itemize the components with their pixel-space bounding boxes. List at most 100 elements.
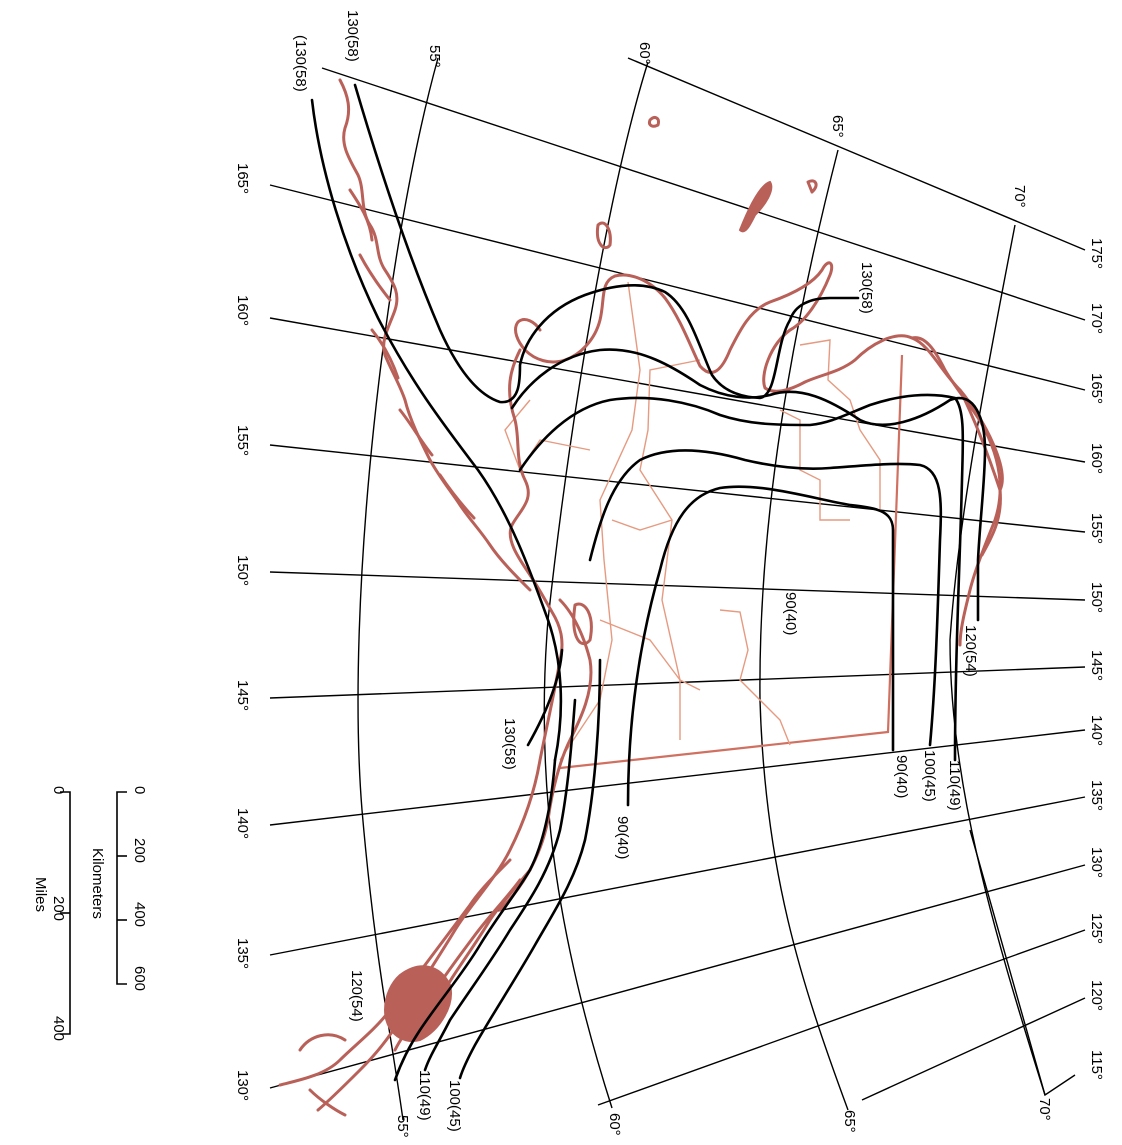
lon-label-left-135: 135°	[234, 938, 251, 969]
isotach-label-south-120: 120(54)	[348, 970, 365, 1022]
lat-label-top-65: 65°	[829, 115, 846, 138]
lon-label-right-170: 170°	[1088, 303, 1105, 334]
scale-mi-400: 400	[50, 1016, 67, 1041]
meridian-125	[597, 929, 1086, 1106]
lat-label-bottom-55: 55°	[394, 1115, 411, 1138]
scale-km-200: 200	[131, 838, 148, 863]
island-st-matthew	[648, 116, 660, 128]
isotach-label-top-inner: 130(58)	[344, 10, 361, 62]
isotach-label-south-130: 130(58)	[501, 718, 518, 770]
meridian-150	[269, 571, 1086, 601]
panhandle-tip	[298, 1033, 347, 1117]
isotach-90	[626, 485, 895, 807]
meridian-170	[321, 67, 1086, 321]
lon-label-right-145: 145°	[1088, 650, 1105, 681]
lat-label-top-70: 70°	[1011, 185, 1028, 208]
isotach-south-120	[393, 758, 557, 1082]
lon-label-left-140: 140°	[234, 808, 251, 839]
lon-label-right-175: 175°	[1088, 238, 1105, 269]
isotach-label-south-110: 110(49)	[416, 1070, 433, 1121]
isotach-south-110	[423, 698, 577, 1072]
lat-line-65	[759, 149, 849, 1111]
lon-labels-right: 175° 170° 165° 160° 155° 150° 145° 140° …	[1088, 238, 1105, 1080]
meridian-135	[269, 796, 1086, 956]
meridian-175	[627, 57, 1086, 251]
isotach-south-100	[458, 658, 602, 1080]
scale-mi-label: Miles	[32, 877, 49, 912]
lat-label-bottom-60: 60°	[606, 1113, 623, 1136]
isotach-130-inner	[353, 83, 860, 404]
lon-label-right-125: 125°	[1088, 913, 1105, 944]
isotach-label-north-100: 100(45)	[921, 750, 938, 802]
scale-km-bar	[116, 791, 127, 985]
lon-label-right-150: 150°	[1088, 582, 1105, 613]
island-st-lawrence	[738, 180, 773, 233]
scale-km-0: 0	[131, 786, 148, 794]
scale-km-label: Kilometers	[89, 848, 106, 919]
lon-label-right-160: 160°	[1088, 443, 1105, 474]
coastline	[278, 78, 1004, 1117]
borough-border-7	[611, 519, 673, 531]
isotach-130-outer	[310, 98, 563, 762]
aleutian-chain	[338, 78, 532, 592]
isotach-label-north-110: 110(49)	[946, 760, 963, 811]
lon-label-right-130: 130°	[1088, 847, 1105, 878]
scale-km-600: 600	[131, 966, 148, 991]
lat-label-bottom-70: 70°	[1036, 1098, 1053, 1121]
isotach-label-top-outer: (130(58)	[292, 35, 309, 92]
lat-line-70	[949, 224, 1046, 1096]
graticule	[269, 57, 1086, 1121]
lon-label-left-155: 155°	[234, 425, 251, 456]
lon-label-left-165: 165°	[234, 163, 251, 194]
lat-labels-top: 55° 60° 65° 70°	[426, 42, 1028, 208]
isotach-labels: (130(58) 130(58) 130(58) 120(54) 110(49)…	[292, 10, 979, 1132]
island-diomede	[806, 179, 818, 194]
meridian-155	[269, 444, 1086, 533]
borough-border-1	[559, 281, 641, 761]
borough-border-2	[639, 359, 701, 740]
lon-label-left-160: 160°	[234, 295, 251, 326]
isotachs	[310, 83, 987, 1082]
lon-label-left-150: 150°	[234, 555, 251, 586]
lon-label-right-140: 140°	[1088, 715, 1105, 746]
borough-border-6	[779, 409, 850, 521]
lon-label-right-165: 165°	[1088, 373, 1105, 404]
meridian-130	[269, 864, 1086, 1089]
scale-km-400: 400	[131, 902, 148, 927]
meridian-120	[861, 997, 1086, 1101]
panhandle-islands	[383, 965, 452, 1042]
borough-border-3	[799, 339, 881, 510]
isotach-label-center-90: 90(40)	[782, 592, 799, 635]
lon-label-left-130: 130°	[234, 1070, 251, 1101]
island-nunivak	[595, 221, 612, 250]
isotach-label-north-130: 130(58)	[858, 262, 875, 314]
scale-mi-0: 0	[50, 786, 67, 794]
isotach-label-south-90: 90(40)	[614, 816, 631, 859]
isotach-label-north-90: 90(40)	[893, 755, 910, 798]
island-kodiak	[572, 602, 593, 646]
scale-bar: 0 200 400 600 Kilometers 0 200 400 Miles	[32, 786, 148, 1041]
isotach-label-north-120: 120(54)	[962, 625, 979, 677]
meridian-165	[269, 184, 1086, 391]
coast-arctic	[910, 336, 1002, 647]
meridian-160	[269, 317, 1086, 463]
meridian-115	[969, 829, 1076, 1097]
isotach-label-south-100: 100(45)	[446, 1080, 463, 1132]
isotach-110	[518, 393, 965, 762]
lat-labels-bottom: 55° 60° 65° 70°	[394, 1098, 1053, 1138]
borough-border-8	[599, 619, 701, 691]
lon-labels-left: 165° 160° 155° 150° 145° 140° 135° 130°	[234, 163, 251, 1101]
lat-label-top-55: 55°	[426, 45, 443, 68]
coast-beaufort	[958, 388, 1002, 557]
aleutian-chain-2	[348, 188, 476, 520]
lat-label-top-60: 60°	[636, 42, 653, 65]
lon-label-left-145: 145°	[234, 680, 251, 711]
meridian-140	[269, 729, 1086, 826]
isotach-south-130	[526, 648, 564, 747]
isotach-100	[588, 449, 943, 747]
lon-label-right-155: 155°	[1088, 513, 1105, 544]
canada-border	[559, 354, 904, 770]
isotach-120	[510, 348, 987, 622]
meridian-145	[269, 666, 1086, 699]
